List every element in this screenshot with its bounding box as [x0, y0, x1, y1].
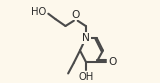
Text: O: O: [72, 10, 80, 20]
Text: HO: HO: [31, 7, 46, 17]
Text: O: O: [108, 57, 117, 67]
Text: OH: OH: [78, 72, 93, 82]
Text: N: N: [82, 33, 90, 43]
